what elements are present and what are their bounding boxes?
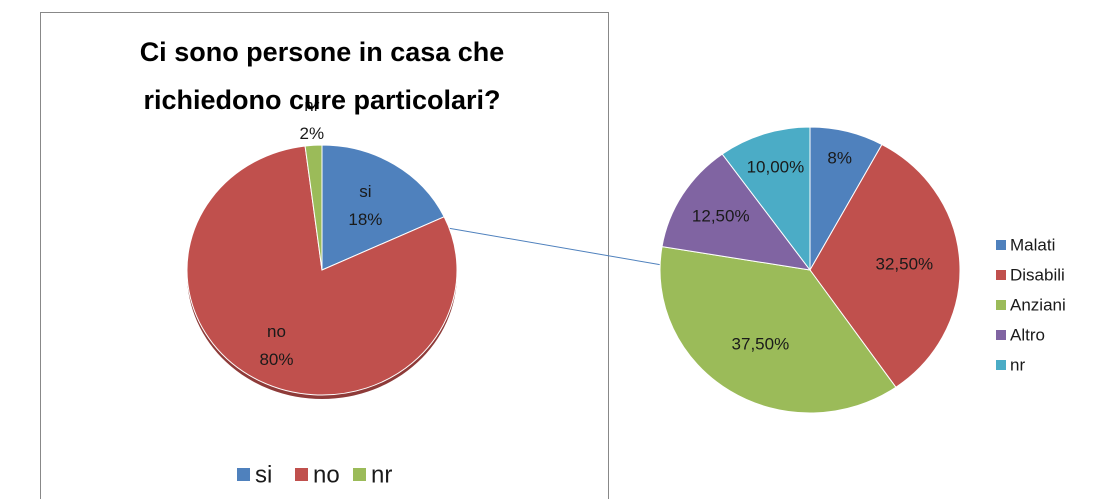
legend-label: si (255, 461, 272, 488)
pie-slice (721, 126, 811, 272)
legend-label: Disabili (1010, 265, 1065, 284)
data-label: 18% (348, 210, 382, 229)
data-label: 32,50% (876, 255, 934, 274)
legend-swatch (996, 300, 1006, 310)
data-label-category: no (267, 322, 286, 341)
legend-swatch (353, 468, 366, 481)
legend-label: Malati (1010, 235, 1055, 254)
legend-label: Anziani (1010, 295, 1066, 314)
data-label: 8% (827, 149, 852, 168)
pie-slice (321, 144, 445, 271)
legend-swatch (996, 240, 1006, 250)
legend-label: Altro (1010, 325, 1045, 344)
legend-swatch (996, 360, 1006, 370)
pie-slice (809, 143, 961, 388)
legend-label: no (313, 461, 340, 488)
pie-slice (304, 144, 323, 271)
legend-label: nr (371, 461, 392, 488)
chart-title: Ci sono persone in casa che richiedono c… (139, 37, 505, 115)
legend-swatch (996, 270, 1006, 280)
data-label-category: si (359, 182, 371, 201)
legend-swatch (237, 468, 250, 481)
pie-slice (659, 246, 897, 414)
chart-frame (40, 12, 609, 499)
connector-line (435, 225, 663, 266)
pie-slice (186, 145, 458, 396)
data-label: 12,50% (692, 207, 750, 226)
pie-slice (661, 153, 812, 271)
legend-swatch (295, 468, 308, 481)
data-label: 10,00% (747, 157, 805, 176)
legend-label: nr (1010, 355, 1025, 374)
data-label: 2% (300, 124, 325, 143)
data-label: 37,50% (732, 334, 790, 353)
data-label: 80% (259, 350, 293, 369)
legend-swatch (996, 330, 1006, 340)
data-label-category: nr (304, 96, 319, 115)
